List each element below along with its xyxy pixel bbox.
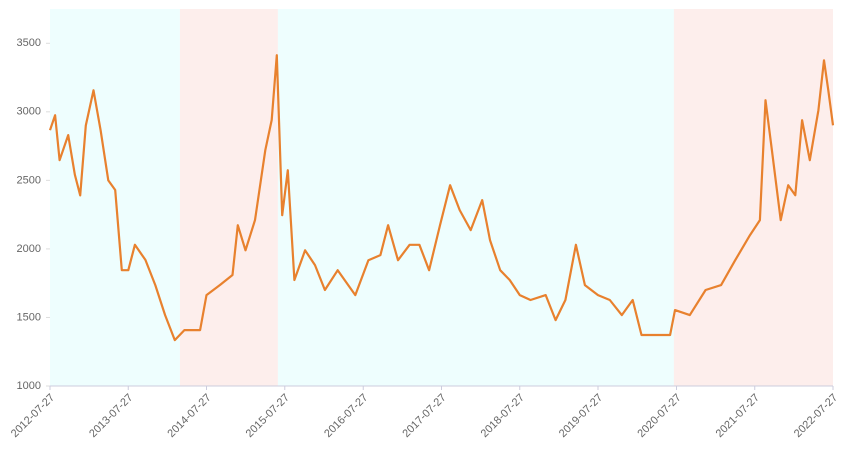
y-tick-label: 2000 <box>17 243 41 255</box>
x-tick-label: 2019-07-27 <box>557 392 605 440</box>
x-tick-label: 2018-07-27 <box>479 392 527 440</box>
x-tick-label: 2021-07-27 <box>714 392 762 440</box>
line <box>48 54 835 342</box>
x-tick-label: 2022-07-27 <box>792 392 840 440</box>
region <box>277 9 674 386</box>
y-tick-label: 1000 <box>17 380 41 392</box>
x-tick-label: 2015-07-27 <box>244 392 292 440</box>
y-tick-label: 3500 <box>17 37 41 49</box>
y-tick-label: 3000 <box>17 106 41 118</box>
x-tick-label: 2020-07-27 <box>635 392 683 440</box>
x-tick-label: 2017-07-27 <box>400 392 448 440</box>
y-tick-label: 2500 <box>17 174 41 186</box>
x-tick-label: 2016-07-27 <box>322 392 370 440</box>
x-tick-label: 2013-07-27 <box>87 392 135 440</box>
x-tick-label: 2014-07-27 <box>165 392 213 440</box>
x-tick-label: 2012-07-27 <box>9 392 57 440</box>
region <box>673 9 833 386</box>
region <box>179 9 278 386</box>
y-tick-label: 1500 <box>17 311 41 323</box>
